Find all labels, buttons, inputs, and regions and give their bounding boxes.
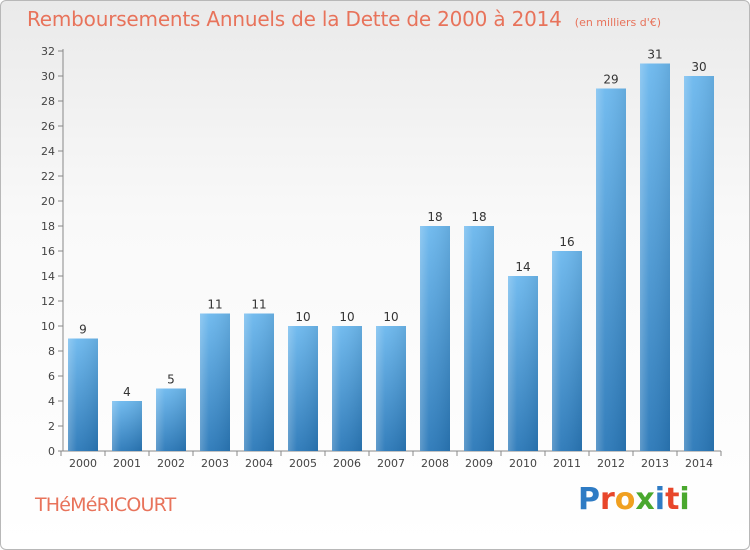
y-tick-label: 2 [48,420,55,433]
y-tick-label: 12 [41,295,55,308]
y-tick-label: 30 [41,70,55,83]
y-tick-label: 6 [48,370,55,383]
logo-letter: i [679,482,690,517]
x-tick-label: 2011 [553,457,581,470]
bar-value-label: 11 [251,298,266,312]
x-tick-label: 2013 [641,457,669,470]
bar-value-label: 30 [691,60,706,74]
bar-value-label: 10 [383,310,398,324]
y-tick-label: 14 [41,270,55,283]
x-tick-label: 2002 [157,457,185,470]
bar-value-label: 11 [207,298,222,312]
bar-sheen [200,313,230,451]
x-tick-label: 2000 [69,457,97,470]
bar-sheen [464,226,494,451]
bar-sheen [68,338,98,451]
bar-sheen [420,226,450,451]
bar-value-label: 14 [515,260,530,274]
bar-sheen [596,88,626,451]
x-tick-label: 2014 [685,457,713,470]
logo-letter: t [665,482,680,517]
bar-sheen [288,326,318,451]
x-tick-label: 2004 [245,457,273,470]
bar-sheen [552,251,582,451]
logo-letter: x [635,482,655,517]
commune-name: THéMéRICOURT [35,494,176,516]
bar-value-label: 5 [167,373,175,387]
chart-title-block: Remboursements Annuels de la Dette de 20… [27,7,661,31]
bar-sheen [112,401,142,451]
x-tick-label: 2007 [377,457,405,470]
bar-value-label: 9 [79,323,87,337]
chart-title: Remboursements Annuels de la Dette de 20… [27,7,562,31]
y-tick-label: 22 [41,170,55,183]
bar-sheen [640,63,670,451]
bar-value-label: 10 [295,310,310,324]
bar-value-label: 31 [647,48,662,62]
y-tick-label: 24 [41,145,55,158]
logo-letter: o [614,482,636,517]
chart-subtitle: (en milliers d'€) [574,16,662,29]
bar-value-label: 4 [123,385,131,399]
data-labels: 9 4 5 11 11 10 10 10 18 18 14 16 29 31 30 [79,48,706,400]
x-tick-label: 2010 [509,457,537,470]
x-tick-label: 2006 [333,457,361,470]
x-tick-label: 2003 [201,457,229,470]
bar-sheen [376,326,406,451]
bar-sheen [684,76,714,451]
bar-value-label: 18 [471,210,486,224]
bar-sheen [156,388,186,451]
y-tick-label: 20 [41,195,55,208]
bar-value-label: 10 [339,310,354,324]
x-tick-label: 2009 [465,457,493,470]
x-tick-label: 2012 [597,457,625,470]
y-tick-label: 18 [41,220,55,233]
y-tick-label: 32 [41,45,55,58]
y-tick-label: 28 [41,95,55,108]
bars [68,63,714,451]
x-tick-label: 2001 [113,457,141,470]
x-tick-label: 2005 [289,457,317,470]
proxiti-logo: Proxiti [578,485,690,515]
y-tick-label: 0 [48,445,55,458]
logo-letter: r [600,482,615,517]
bar-sheen [508,276,538,451]
y-tick-label: 4 [48,395,55,408]
bar-sheen [332,326,362,451]
y-tick-label: 16 [41,245,55,258]
logo-letter: P [578,482,600,517]
x-tick-label: 2008 [421,457,449,470]
bar-sheen [244,313,274,451]
bar-value-label: 29 [603,73,618,87]
bar-value-label: 16 [559,235,574,249]
logo-letter: i [654,482,666,517]
y-tick-label: 8 [48,345,55,358]
bar-value-label: 18 [427,210,442,224]
y-tick-label: 10 [41,320,55,333]
y-tick-label: 26 [41,120,55,133]
